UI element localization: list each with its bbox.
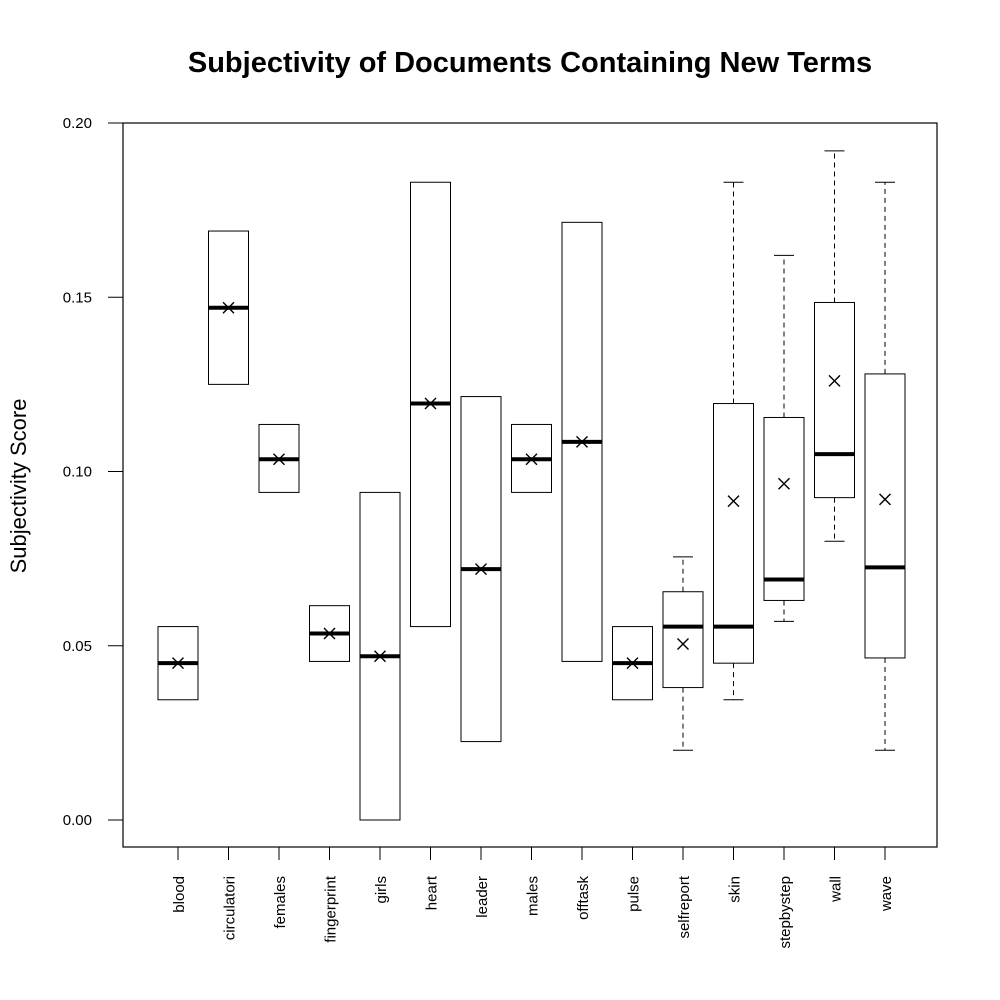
box-iqr bbox=[814, 301, 855, 499]
y-axis-label: Subjectivity Score bbox=[6, 399, 31, 574]
x-tick-label: males bbox=[525, 876, 542, 916]
x-tick-label: leader bbox=[474, 876, 491, 918]
mean-marker bbox=[879, 493, 891, 506]
box-wave bbox=[864, 181, 906, 751]
x-tick-label: blood bbox=[171, 876, 188, 913]
box-selfreport bbox=[662, 556, 704, 751]
y-tick-label: 0.00 bbox=[63, 812, 92, 829]
mean-marker bbox=[424, 397, 437, 410]
mean-marker bbox=[172, 657, 184, 670]
x-tick-label: stepbystep bbox=[777, 876, 794, 949]
box-offtask bbox=[561, 221, 603, 662]
box-wall bbox=[814, 150, 855, 542]
box-skin bbox=[713, 181, 754, 701]
box-leader bbox=[460, 396, 502, 743]
box-girls bbox=[359, 491, 401, 821]
mean-marker bbox=[677, 638, 689, 651]
mean-marker bbox=[475, 563, 487, 576]
boxes-group bbox=[157, 150, 906, 821]
x-tick-label: selfreport bbox=[676, 875, 693, 938]
box-blood bbox=[157, 626, 199, 701]
x-tick-label: girls bbox=[373, 876, 390, 904]
mean-marker bbox=[727, 495, 740, 508]
y-tick-label: 0.05 bbox=[63, 638, 92, 655]
box-males bbox=[511, 423, 552, 493]
mean-marker bbox=[626, 657, 639, 670]
box-iqr bbox=[713, 403, 754, 664]
y-tick-label: 0.20 bbox=[63, 115, 92, 132]
y-tick-label: 0.10 bbox=[63, 464, 92, 481]
x-tick-label: pulse bbox=[626, 876, 643, 912]
box-iqr bbox=[662, 591, 704, 689]
x-tick-label: heart bbox=[424, 875, 441, 910]
box-iqr bbox=[864, 373, 906, 659]
mean-marker bbox=[323, 627, 336, 640]
x-tick-label: wall bbox=[828, 876, 845, 903]
box-pulse bbox=[612, 626, 653, 701]
chart-title: Subjectivity of Documents Containing New… bbox=[188, 47, 872, 79]
x-tick-label: skin bbox=[727, 876, 744, 903]
mean-marker bbox=[828, 374, 841, 387]
y-tick-label: 0.15 bbox=[63, 289, 92, 306]
x-tick-label: circulatori bbox=[222, 876, 239, 940]
box-fingerprint bbox=[309, 605, 350, 662]
x-tick-label: females bbox=[272, 876, 289, 929]
mean-marker bbox=[525, 453, 538, 466]
box-stepbystep bbox=[763, 254, 805, 622]
mean-marker bbox=[222, 301, 235, 314]
mean-marker bbox=[778, 477, 790, 490]
box-females bbox=[258, 423, 300, 493]
mean-marker bbox=[374, 650, 386, 663]
box-circulatori bbox=[208, 230, 249, 385]
x-tick-label: fingerprint bbox=[323, 875, 340, 943]
y-axis: 0.00 0.05 0.10 0.15 0.20 bbox=[63, 115, 124, 829]
box-heart bbox=[410, 181, 451, 628]
box-iqr bbox=[763, 416, 805, 601]
x-tick-label: offtask bbox=[575, 876, 592, 920]
x-axis: blood circulatori females fingerprint girls h… bbox=[171, 847, 895, 949]
x-tick-label: wave bbox=[878, 876, 895, 912]
mean-marker bbox=[273, 453, 285, 466]
mean-marker bbox=[576, 435, 588, 448]
